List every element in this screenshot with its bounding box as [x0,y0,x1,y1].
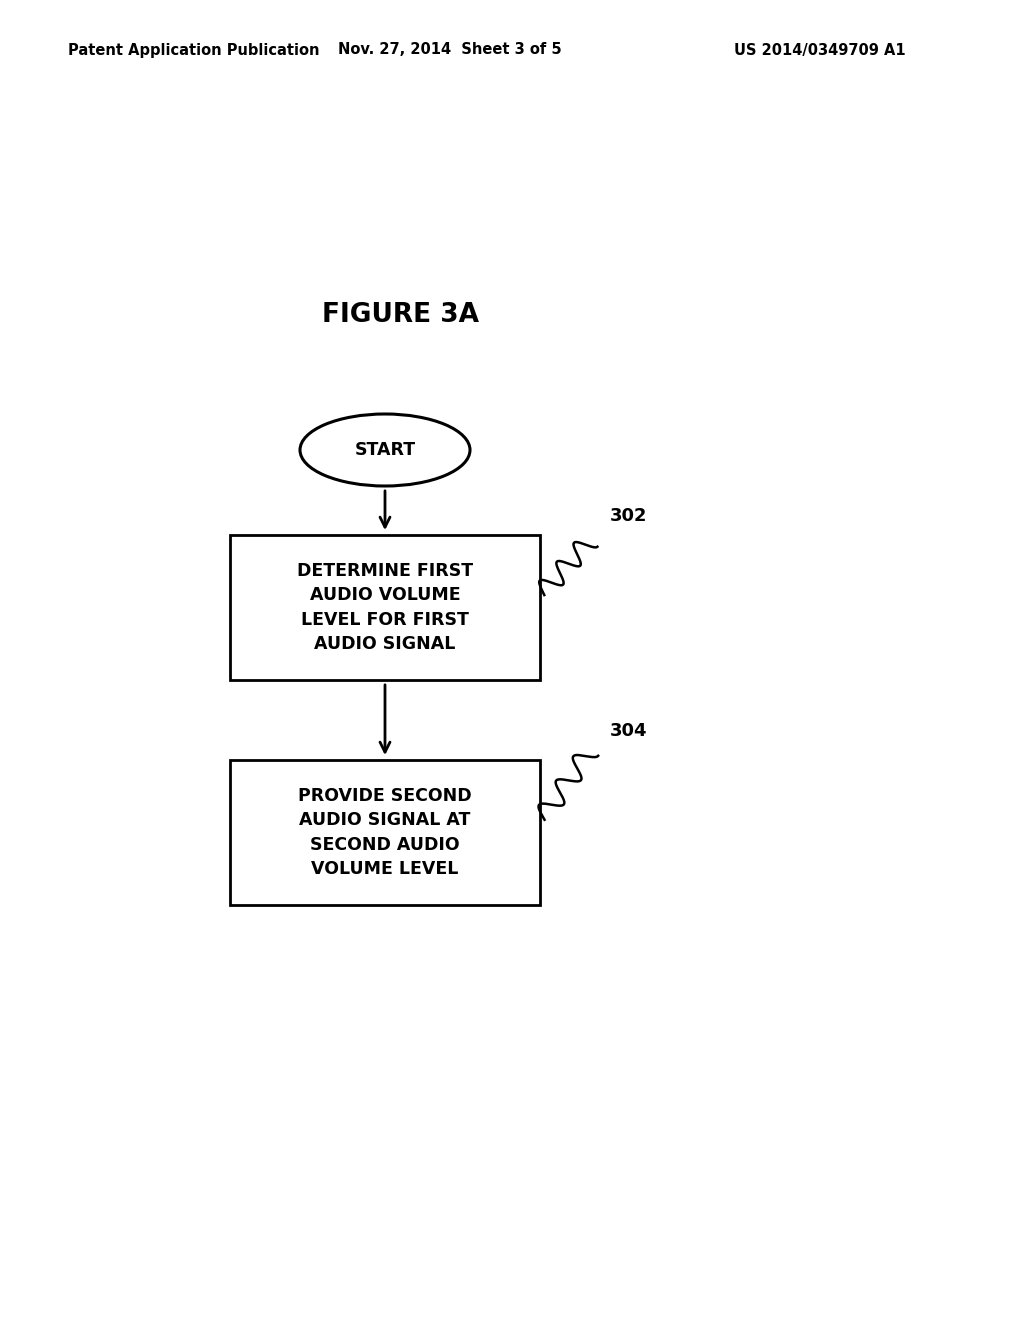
FancyBboxPatch shape [230,535,540,680]
FancyBboxPatch shape [230,760,540,906]
Text: US 2014/0349709 A1: US 2014/0349709 A1 [734,42,906,58]
Text: 304: 304 [610,722,647,741]
Text: Patent Application Publication: Patent Application Publication [68,42,319,58]
Text: FIGURE 3A: FIGURE 3A [322,302,478,327]
Text: START: START [354,441,416,459]
Text: DETERMINE FIRST
AUDIO VOLUME
LEVEL FOR FIRST
AUDIO SIGNAL: DETERMINE FIRST AUDIO VOLUME LEVEL FOR F… [297,562,473,653]
Text: PROVIDE SECOND
AUDIO SIGNAL AT
SECOND AUDIO
VOLUME LEVEL: PROVIDE SECOND AUDIO SIGNAL AT SECOND AU… [298,787,472,878]
Text: 302: 302 [610,507,647,525]
Text: Nov. 27, 2014  Sheet 3 of 5: Nov. 27, 2014 Sheet 3 of 5 [338,42,562,58]
